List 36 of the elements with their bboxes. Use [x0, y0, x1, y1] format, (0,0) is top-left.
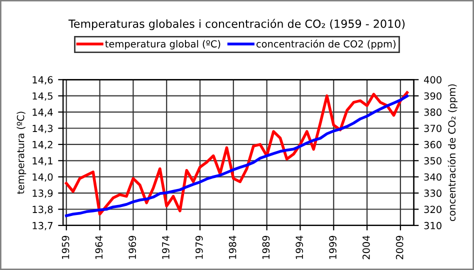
x-tick-label: 1959	[62, 236, 70, 259]
y2-tick-label: 380	[424, 108, 442, 116]
x-tick-label: 1969	[128, 236, 136, 259]
y2-axis-title: concentración de CO₂ (ppm)	[448, 84, 458, 222]
x-tick-label: 1994	[296, 236, 304, 259]
y-tick-label: 13,7	[32, 222, 52, 230]
y2-tick-label: 330	[424, 190, 442, 197]
x-tick-label: 1979	[195, 236, 203, 259]
x-tick-label: 1974	[162, 236, 170, 259]
y-tick-label: 14,2	[32, 140, 52, 150]
y2-tick-label: 370	[424, 124, 442, 132]
y2-tick-label: 340	[424, 173, 442, 181]
y-tick-label: 14,0	[32, 173, 53, 182]
y-tick-label: 13,8	[32, 206, 53, 214]
y-tick-label: 14,4	[32, 108, 53, 117]
chart-title: Temperaturas globales i concentración de CO₂ (1959 - 2010)	[68, 18, 405, 30]
y2-tick-label: 350	[424, 157, 442, 164]
y2-tick-label: 390	[424, 92, 442, 100]
y-tick-label: 14,3	[32, 124, 53, 134]
y2-tick-label: 360	[424, 140, 442, 148]
x-tick-label: 2009	[396, 236, 404, 260]
x-tick-label: 1989	[262, 236, 270, 259]
y2-tick-label: 320	[424, 206, 442, 214]
y2-tick-label: 400	[424, 76, 442, 84]
y-tick-label: 13,9	[32, 190, 53, 198]
legend-label: concentración de CO2 (ppm)	[256, 40, 396, 50]
x-tick-label: 1964	[95, 236, 103, 259]
x-tick-label: 1984	[228, 236, 236, 259]
y-tick-label: 14,6	[32, 76, 53, 84]
x-tick-label: 2004	[362, 236, 370, 260]
y2-tick-label: 310	[424, 222, 442, 230]
y-axis-title: temperatura (ºC)	[16, 112, 26, 194]
y-tick-label: 14,1	[32, 157, 52, 166]
x-tick-label: 1999	[329, 236, 336, 259]
y-tick-label: 14,5	[32, 92, 52, 101]
legend-label: temperatura global (ºC)	[105, 40, 220, 50]
